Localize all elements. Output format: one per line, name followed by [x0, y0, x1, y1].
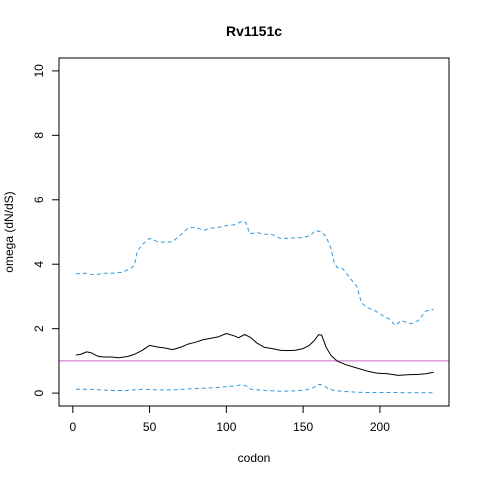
- y-tick-label: 6: [32, 196, 46, 203]
- omega-estimate-line: [75, 333, 434, 376]
- x-tick-label: 0: [69, 420, 76, 434]
- lower-bound-line: [75, 383, 434, 394]
- y-tick-label: 2: [32, 325, 46, 332]
- y-tick-label: 8: [32, 132, 46, 139]
- y-axis: 0 2 4 6 8 10: [32, 64, 60, 396]
- x-tick-label: 150: [293, 420, 313, 434]
- y-tick-label: 0: [32, 389, 46, 396]
- chart-title: Rv1151c: [226, 23, 282, 39]
- x-axis: 0 50 100 150 200: [69, 405, 390, 434]
- x-tick-label: 100: [216, 420, 236, 434]
- y-tick-label: 4: [32, 261, 46, 268]
- y-axis-label: omega (dN/dS): [2, 191, 16, 272]
- plot-area: [59, 220, 449, 394]
- y-tick-label: 10: [32, 64, 46, 78]
- x-tick-label: 200: [370, 420, 390, 434]
- x-axis-label: codon: [238, 451, 271, 465]
- upper-bound-line: [75, 220, 434, 326]
- x-tick-label: 50: [143, 420, 157, 434]
- plot-frame: [58, 57, 450, 407]
